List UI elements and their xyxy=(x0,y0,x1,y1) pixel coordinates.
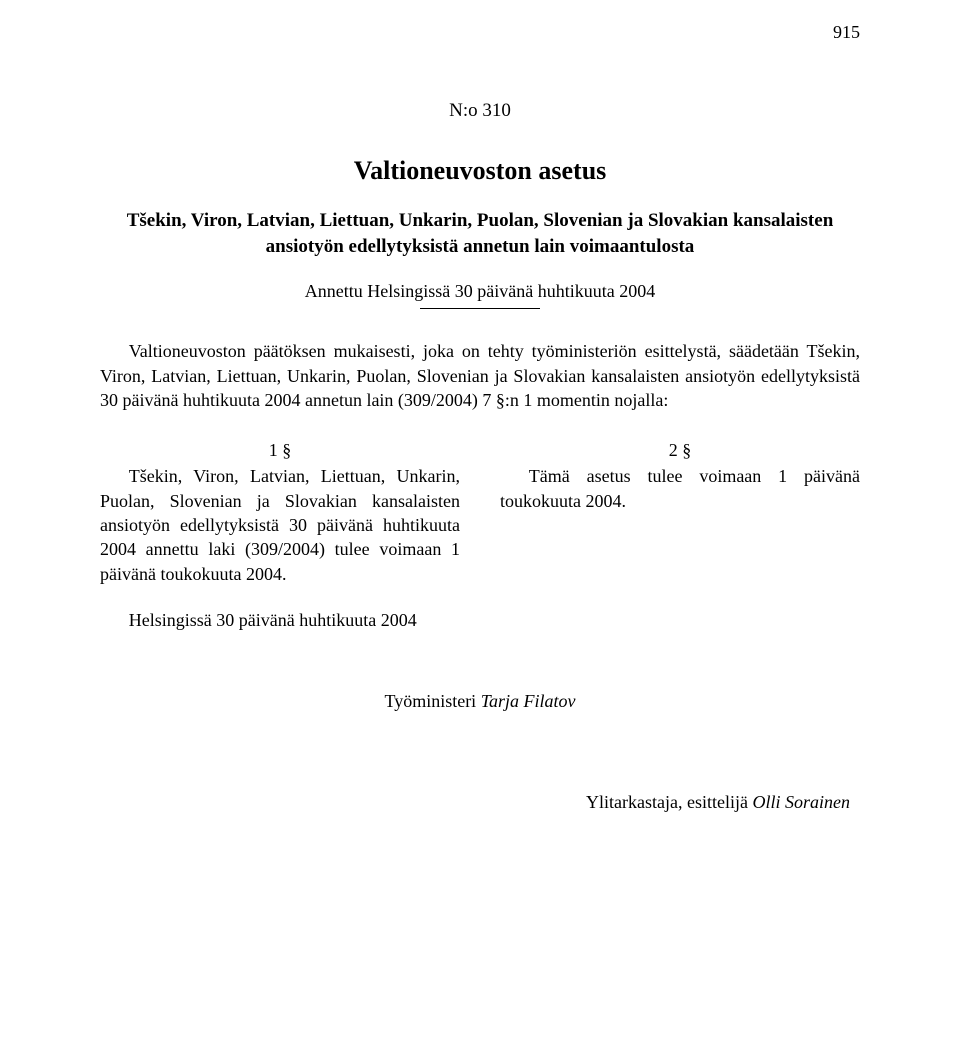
given-at-line: Annettu Helsingissä 30 päivänä huhtikuut… xyxy=(100,281,860,302)
section-1-number: 1 § xyxy=(100,438,460,462)
document-number: N:o 310 xyxy=(100,100,860,122)
signature-minister-title: Työministeri xyxy=(384,691,480,711)
sections-columns: 1 § Tšekin, Viron, Latvian, Liettuan, Un… xyxy=(100,438,860,586)
preamble-paragraph: Valtioneuvoston päätöksen mukaisesti, jo… xyxy=(100,339,860,412)
column-left: 1 § Tšekin, Viron, Latvian, Liettuan, Un… xyxy=(100,438,460,586)
horizontal-rule xyxy=(420,308,540,309)
section-2-body: Tämä asetus tulee voimaan 1 päivänä touk… xyxy=(500,464,860,513)
closing-place-date: Helsingissä 30 päivänä huhtikuuta 2004 xyxy=(100,610,860,631)
document-type-heading: Valtioneuvoston asetus xyxy=(100,156,860,186)
signature-presenter-title: Ylitarkastaja, esittelijä xyxy=(586,792,752,812)
signature-presenter-name: Olli Sorainen xyxy=(753,792,851,812)
page: 915 N:o 310 Valtioneuvoston asetus Tšeki… xyxy=(0,0,960,1043)
signature-presenter: Ylitarkastaja, esittelijä Olli Sorainen xyxy=(100,792,860,813)
document-title: Tšekin, Viron, Latvian, Liettuan, Unkari… xyxy=(120,208,840,259)
signature-minister: Työministeri Tarja Filatov xyxy=(100,691,860,712)
section-2-number: 2 § xyxy=(500,438,860,462)
page-number: 915 xyxy=(833,22,860,43)
column-right: 2 § Tämä asetus tulee voimaan 1 päivänä … xyxy=(500,438,860,586)
section-1-body: Tšekin, Viron, Latvian, Liettuan, Unkari… xyxy=(100,464,460,585)
signature-minister-name: Tarja Filatov xyxy=(481,691,576,711)
